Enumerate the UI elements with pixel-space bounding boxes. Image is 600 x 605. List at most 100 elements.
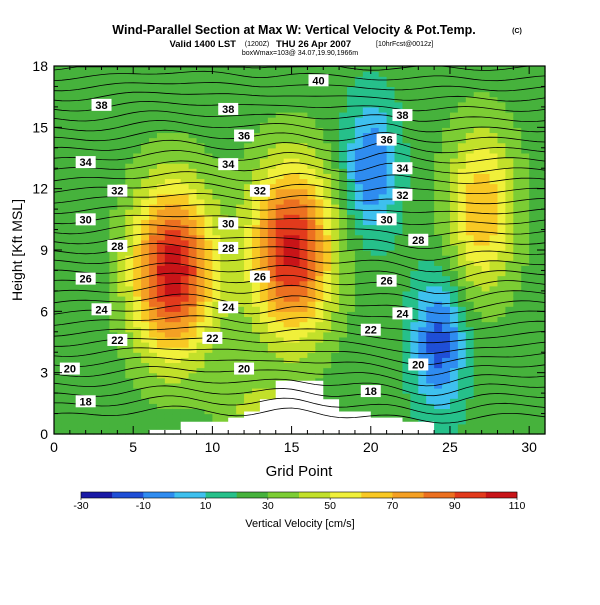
velocity-cell — [164, 413, 174, 420]
velocity-cell — [521, 413, 530, 420]
velocity-cell — [370, 142, 380, 149]
velocity-cell — [354, 229, 364, 236]
velocity-cell — [354, 352, 364, 358]
velocity-cell — [378, 352, 388, 358]
velocity-cell — [69, 306, 79, 312]
velocity-cell — [426, 408, 435, 415]
velocity-cell — [473, 336, 483, 343]
velocity-cell — [77, 234, 87, 241]
velocity-cell — [267, 204, 277, 210]
velocity-cell — [339, 398, 348, 404]
velocity-cell — [449, 188, 459, 195]
velocity-cell — [331, 336, 340, 343]
velocity-cell — [434, 296, 443, 302]
velocity-cell — [449, 372, 459, 379]
velocity-cell — [267, 331, 277, 338]
velocity-cell — [196, 331, 206, 338]
velocity-cell — [69, 408, 79, 415]
velocity-cell — [331, 306, 340, 312]
velocity-cell — [77, 168, 87, 174]
velocity-cell — [481, 321, 491, 328]
velocity-cell — [354, 209, 364, 215]
velocity-cell — [156, 301, 166, 307]
velocity-cell — [457, 342, 467, 348]
velocity-cell — [307, 117, 316, 123]
velocity-cell — [505, 81, 514, 88]
velocity-cell — [481, 403, 491, 410]
velocity-cell — [505, 71, 514, 77]
velocity-cell — [434, 173, 443, 180]
velocity-cell — [125, 142, 134, 149]
velocity-cell — [402, 76, 411, 82]
velocity-cell — [323, 316, 332, 323]
velocity-cell — [497, 418, 506, 425]
velocity-cell — [410, 352, 419, 358]
velocity-cell — [204, 398, 213, 404]
velocity-cell — [283, 224, 293, 231]
velocity-cell — [378, 244, 388, 251]
velocity-cell — [188, 311, 198, 318]
velocity-cell — [236, 96, 245, 103]
velocity-cell — [331, 101, 340, 108]
velocity-cell — [61, 86, 71, 93]
velocity-cell — [315, 265, 324, 272]
velocity-cell — [529, 260, 538, 266]
velocity-cell — [347, 244, 356, 251]
velocity-cell — [180, 398, 190, 404]
velocity-cell — [156, 296, 166, 302]
velocity-cell — [331, 117, 340, 123]
velocity-cell — [109, 275, 118, 282]
velocity-cell — [259, 250, 269, 256]
velocity-cell — [299, 367, 309, 374]
velocity-cell — [537, 398, 546, 404]
velocity-cell — [402, 382, 411, 389]
velocity-cell — [354, 158, 364, 164]
velocity-cell — [513, 275, 522, 282]
velocity-cell — [61, 255, 71, 261]
velocity-cell — [465, 86, 475, 93]
velocity-cell — [386, 178, 396, 185]
velocity-cell — [125, 219, 134, 226]
velocity-cell — [291, 81, 301, 88]
velocity-cell — [109, 388, 118, 394]
velocity-cell — [172, 423, 182, 430]
velocity-cell — [109, 250, 118, 256]
velocity-cell — [402, 403, 411, 410]
subtitle-run: (1200Z) — [245, 41, 270, 48]
velocity-cell — [402, 198, 411, 205]
velocity-cell — [164, 321, 174, 328]
velocity-cell — [291, 142, 301, 149]
velocity-cell — [378, 285, 388, 292]
velocity-cell — [307, 142, 316, 149]
velocity-cell — [489, 81, 499, 88]
velocity-cell — [489, 321, 499, 328]
velocity-cell — [521, 290, 530, 297]
velocity-cell — [283, 122, 293, 128]
velocity-cell — [370, 372, 380, 379]
velocity-cell — [521, 250, 530, 256]
velocity-cell — [188, 260, 198, 266]
velocity-cell — [85, 122, 95, 128]
velocity-cell — [220, 393, 229, 399]
velocity-cell — [426, 193, 435, 200]
velocity-cell — [149, 377, 158, 384]
velocity-cell — [537, 178, 546, 185]
velocity-cell — [323, 132, 332, 139]
velocity-cell — [339, 382, 348, 389]
velocity-cell — [354, 173, 364, 180]
velocity-cell — [465, 209, 475, 215]
velocity-cell — [212, 260, 221, 266]
velocity-cell — [172, 219, 182, 226]
velocity-cell — [362, 71, 372, 77]
velocity-cell — [449, 224, 459, 231]
velocity-cell — [370, 158, 380, 164]
velocity-cell — [228, 321, 237, 328]
velocity-cell — [85, 183, 95, 190]
velocity-cell — [244, 198, 253, 205]
velocity-cell — [172, 142, 182, 149]
velocity-cell — [244, 250, 253, 256]
velocity-cell — [473, 224, 483, 231]
velocity-cell — [457, 158, 467, 164]
velocity-cell — [299, 183, 309, 190]
velocity-cell — [93, 347, 103, 353]
